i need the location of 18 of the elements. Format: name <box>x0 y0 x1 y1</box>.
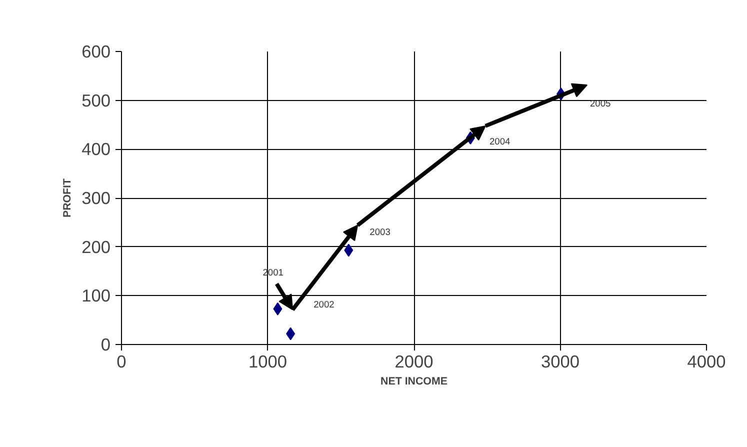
annotation: 2004 <box>489 136 510 146</box>
y-tick-label: 100 <box>82 286 111 306</box>
y-tick-label: 600 <box>82 42 111 62</box>
x-tick-label: 4000 <box>687 352 726 372</box>
x-tick-label: 0 <box>116 352 126 372</box>
annotation: 2005 <box>590 98 611 108</box>
y-tick-label: 200 <box>82 236 111 257</box>
annotation: 2002 <box>314 299 334 310</box>
y-tick-label: 400 <box>82 139 111 160</box>
x-axis-title: NET INCOME <box>380 376 448 388</box>
annotation: 2003 <box>370 226 390 237</box>
x-tick-label: 1000 <box>248 352 288 372</box>
x-tick-label: 3000 <box>540 352 580 372</box>
y-tick-label: 300 <box>82 188 111 208</box>
y-tick-label: 0 <box>100 334 111 354</box>
y-tick-label: 500 <box>82 90 111 110</box>
y-axis-title: PROFIT <box>62 178 74 218</box>
x-tick-label: 2000 <box>394 352 434 372</box>
